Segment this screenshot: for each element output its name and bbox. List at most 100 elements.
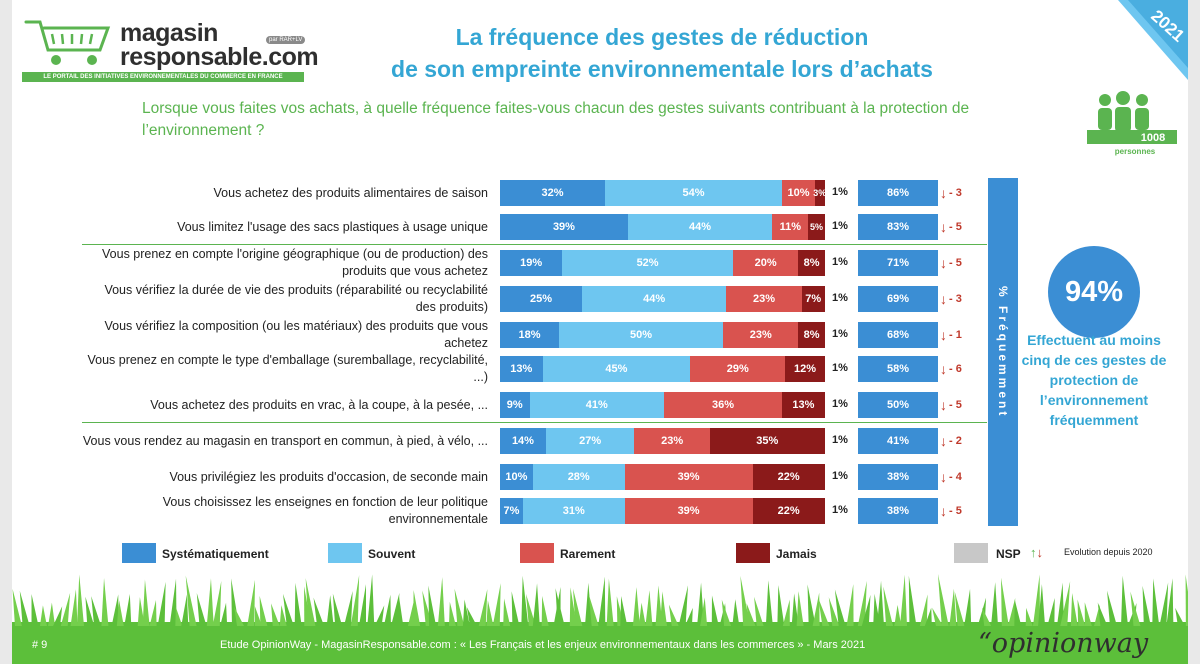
frequently-column-band (988, 178, 1018, 526)
frequently-total: 86% (858, 180, 938, 206)
down-arrow-icon: ↓ (940, 433, 947, 449)
evolution-value: - 6 (949, 363, 962, 375)
evolution-delta: ↓ - 1 (940, 327, 962, 343)
bar-segment-souvent: 52% (562, 250, 733, 276)
bar-segment-souvent: 31% (522, 498, 625, 524)
evolution-value: - 3 (949, 187, 962, 199)
bar-segment-systematiquement: 7% (500, 498, 523, 524)
evolution-delta: ↓ - 5 (940, 219, 962, 235)
year-ribbon: 2021 (1118, 0, 1188, 80)
opinionway-logo: “opinionway (978, 628, 1149, 659)
evolution-value: - 3 (949, 293, 962, 305)
nsp-value: 1% (832, 362, 848, 374)
bar-segment-jamais: 5% (808, 214, 825, 240)
evolution-legend: Evolution depuis 2020 (1064, 547, 1153, 557)
summary-percentage: 94% (1048, 246, 1140, 338)
nsp-value: 1% (832, 504, 848, 516)
logo-line-2: responsable.com (120, 43, 319, 71)
bar-segment-jamais: 22% (752, 464, 825, 490)
down-arrow-icon: ↓ (940, 361, 947, 377)
frequently-column-label: % Fréquemment (996, 285, 1010, 419)
bar-segment-rarement: 10% (782, 180, 815, 206)
frequently-total: 71% (858, 250, 938, 276)
down-arrow-icon: ↓ (940, 397, 947, 413)
evolution-value: - 5 (949, 399, 962, 411)
sample-label: personnes (1115, 147, 1156, 156)
bar-segment-jamais: 7% (801, 286, 825, 312)
evolution-value: - 5 (949, 505, 962, 517)
nsp-value: 1% (832, 186, 848, 198)
evolution-value: - 5 (949, 221, 962, 233)
legend-swatch-rarement (520, 543, 554, 563)
legend-swatch-systematiquement (122, 543, 156, 563)
nsp-value: 1% (832, 398, 848, 410)
evolution-value: - 2 (949, 435, 962, 447)
row-label: Vous limitez l'usage des sacs plastiques… (177, 219, 488, 234)
frequently-total: 58% (858, 356, 938, 382)
bar-segment-rarement: 23% (726, 286, 802, 312)
footer-source: Etude OpinionWay - MagasinResponsable.co… (220, 639, 866, 651)
evolution-delta: ↓ - 4 (940, 469, 962, 485)
bar-segment-rarement: 39% (624, 498, 753, 524)
frequently-total: 68% (858, 322, 938, 348)
evolution-value: - 5 (949, 257, 962, 269)
bar-segment-jamais: 12% (785, 356, 825, 382)
row-label: Vous prenez en compte l'origine géograph… (102, 247, 488, 278)
evolution-delta: ↓ - 3 (940, 185, 962, 201)
evolution-delta: ↓ - 5 (940, 503, 962, 519)
bar-segment-systematiquement: 39% (500, 214, 628, 240)
row-label: Vous achetez des produits alimentaires d… (213, 185, 488, 200)
nsp-value: 1% (832, 256, 848, 268)
down-arrow-icon: ↓ (940, 503, 947, 519)
row-label: Vous prenez en compte le type d'emballag… (87, 353, 488, 384)
title-line-1: La fréquence des gestes de réduction (455, 24, 869, 50)
slide-number: # 9 (32, 639, 48, 651)
bar-segment-souvent: 54% (604, 180, 783, 206)
row-label: Vous achetez des produits en vrac, à la … (150, 397, 488, 412)
bar-segment-rarement: 36% (664, 392, 783, 418)
evolution-delta: ↓ - 6 (940, 361, 962, 377)
bar-segment-jamais: 22% (752, 498, 825, 524)
row-label: Vous vous rendez au magasin en transport… (82, 433, 488, 448)
down-arrow-icon: ↓ (940, 291, 947, 307)
nsp-value: 1% (832, 470, 848, 482)
row-label: Vous vérifiez la durée de vie des produi… (104, 283, 488, 314)
down-arrow-icon: ↓ (940, 469, 947, 485)
bar-segment-jamais: 35% (709, 428, 825, 454)
bar-segment-systematiquement: 32% (500, 180, 605, 206)
logo-line-1: magasin (120, 19, 218, 47)
bar-segment-rarement: 20% (732, 250, 799, 276)
nsp-value: 1% (832, 434, 848, 446)
down-arrow-icon: ↓ (940, 219, 947, 235)
legend-label-rarement: Rarement (560, 547, 616, 561)
bar-segment-systematiquement: 10% (500, 464, 533, 490)
frequently-total: 83% (858, 214, 938, 240)
evolution-delta: ↓ - 5 (940, 397, 962, 413)
legend-label-jamais: Jamais (776, 547, 817, 561)
row-label: Vous privilégiez les produits d'occasion… (169, 469, 488, 484)
bar-segment-systematiquement: 9% (500, 392, 530, 418)
down-arrow-icon: ↓ (940, 327, 947, 343)
bar-segment-souvent: 41% (529, 392, 664, 418)
group-separator (82, 422, 987, 423)
bar-segment-jamais: 8% (798, 250, 825, 276)
evolution-value: - 1 (949, 329, 962, 341)
frequently-total: 69% (858, 286, 938, 312)
row-label: Vous vérifiez la composition (ou les mat… (104, 319, 488, 350)
shopping-cart-icon (24, 20, 111, 65)
title-line-2: de son empreinte environnementale lors d… (391, 56, 933, 82)
bar-segment-rarement: 23% (634, 428, 710, 454)
bar-segment-souvent: 28% (532, 464, 625, 490)
grass-decoration (12, 574, 1188, 664)
bar-segment-souvent: 44% (582, 286, 727, 312)
sample-size: 1008 (1141, 132, 1165, 144)
legend-label-nsp: NSP (996, 547, 1021, 561)
frequently-total: 38% (858, 464, 938, 490)
bar-segment-souvent: 50% (559, 322, 724, 348)
group-separator (82, 244, 987, 245)
legend-swatch-jamais (736, 543, 770, 563)
survey-question: Lorsque vous faites vos achats, à quelle… (142, 100, 970, 139)
row-label: Vous choisissez les enseignes en fonctio… (162, 495, 488, 526)
nsp-value: 1% (832, 220, 848, 232)
nsp-value: 1% (832, 328, 848, 340)
